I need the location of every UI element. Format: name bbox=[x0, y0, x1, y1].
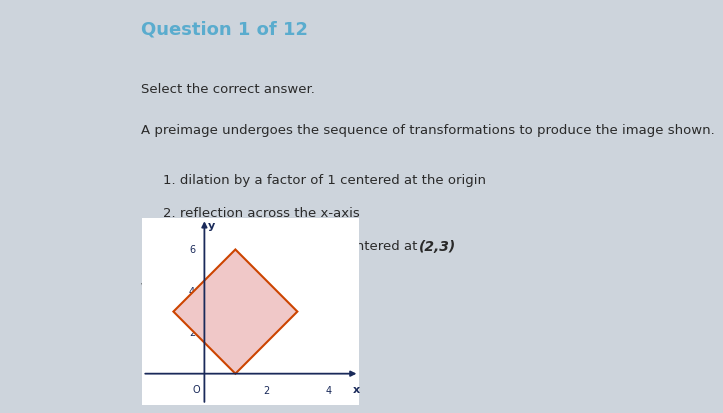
Text: 4: 4 bbox=[189, 286, 195, 296]
Text: Select the correct answer.: Select the correct answer. bbox=[141, 83, 315, 95]
Text: O: O bbox=[193, 384, 200, 394]
Text: 6: 6 bbox=[189, 245, 195, 255]
Text: 3. dilation by a factor of 2 centered at: 3. dilation by a factor of 2 centered at bbox=[163, 240, 422, 252]
Text: 2. reflection across the x-axis: 2. reflection across the x-axis bbox=[163, 206, 359, 219]
Text: y: y bbox=[208, 221, 215, 231]
Text: x: x bbox=[353, 384, 360, 394]
Text: 4: 4 bbox=[325, 385, 331, 395]
Text: Question 1 of 12: Question 1 of 12 bbox=[141, 21, 308, 38]
Text: Which can be the preimage?: Which can be the preimage? bbox=[141, 281, 354, 294]
Text: (2,3): (2,3) bbox=[419, 240, 457, 254]
Text: 2: 2 bbox=[263, 385, 270, 395]
Text: A preimage undergoes the sequence of transformations to produce the image shown.: A preimage undergoes the sequence of tra… bbox=[141, 124, 715, 137]
Text: 2: 2 bbox=[189, 328, 195, 337]
Text: 1. dilation by a factor of 1 centered at the origin: 1. dilation by a factor of 1 centered at… bbox=[163, 173, 486, 186]
Polygon shape bbox=[174, 250, 297, 374]
